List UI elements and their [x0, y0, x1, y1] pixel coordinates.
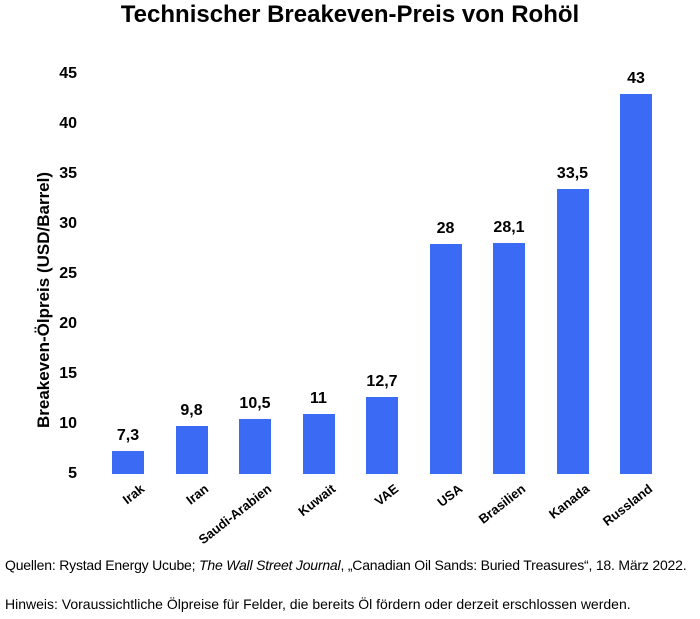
bar [620, 94, 652, 474]
y-tick-label: 10 [59, 415, 77, 432]
bar [493, 243, 525, 474]
bar-value-label: 10,5 [239, 395, 271, 412]
chart-title: Technischer Breakeven-Preis von Rohöl [120, 1, 580, 28]
bar [239, 419, 271, 474]
y-tick-label: 5 [68, 465, 77, 482]
bar-value-label: 12,7 [366, 373, 398, 390]
sources-line: Quellen: Rystad Energy Ucube; The Wall S… [5, 557, 687, 573]
bar [302, 414, 335, 474]
y-tick-label: 45 [59, 65, 77, 82]
y-tick-label: 20 [59, 315, 77, 332]
bar-value-label: 9,8 [180, 402, 203, 419]
sources-text-prefix: Quellen: Rystad Energy Ucube; [5, 557, 199, 573]
bar [112, 451, 144, 474]
note-line: Hinweis: Voraussichtliche Ölpreise für F… [5, 596, 631, 612]
bar-value-label: 28,1 [493, 219, 525, 236]
y-tick-label: 40 [59, 115, 77, 132]
bar-value-label: 11 [310, 390, 327, 407]
bar-value-label: 43 [627, 70, 645, 87]
bar-value-label: 33,5 [556, 165, 589, 182]
y-tick-label: 35 [59, 165, 77, 182]
bar [556, 189, 589, 474]
y-tick-label: 15 [59, 365, 77, 382]
bar [175, 426, 208, 474]
sources-text-suffix: , „Canadian Oil Sands: Buried Treasures“… [340, 557, 687, 573]
y-tick-label: 25 [59, 265, 77, 282]
y-axis-label: Breakeven-Ölpreis (USD/Barrel) [34, 171, 53, 429]
y-tick-label: 30 [59, 215, 77, 232]
bar-value-label: 7,3 [116, 427, 140, 444]
sources-text-italic: The Wall Street Journal [199, 557, 341, 573]
bar-value-label: 28 [436, 220, 455, 237]
bar [366, 397, 398, 474]
bar [429, 244, 462, 474]
